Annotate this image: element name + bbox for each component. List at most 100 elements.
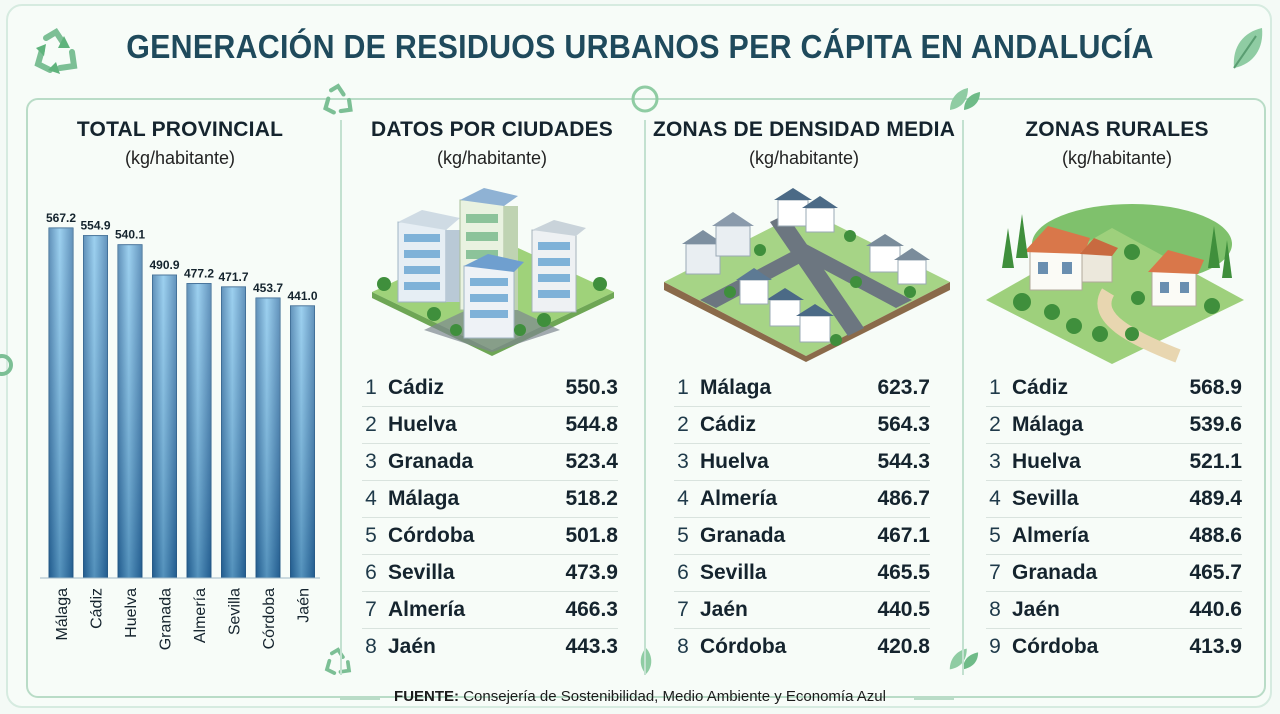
rural-houses-illustration <box>986 204 1244 364</box>
column-divider <box>340 120 342 675</box>
province-name: Sevilla <box>388 561 455 584</box>
leaf-icon <box>640 648 652 674</box>
province-name: Málaga <box>700 376 772 399</box>
value-kg: 518.2 <box>565 487 618 510</box>
value-kg: 550.3 <box>565 376 618 399</box>
cities-title: DATOS POR CIUDADES <box>370 118 613 141</box>
cities-row: 4 Málaga 518.2 <box>362 481 618 518</box>
bar-value-label: 471.7 <box>218 270 248 284</box>
value-kg: 501.8 <box>565 524 618 547</box>
provincial-title: TOTAL PROVINCIAL <box>76 118 284 141</box>
rural-title: ZONAS RURALES <box>1025 118 1209 141</box>
recycle-icon <box>34 27 78 74</box>
bar-shade <box>290 305 315 578</box>
province-name: Granada <box>700 524 786 547</box>
value-kg: 465.5 <box>877 561 930 584</box>
value-kg: 539.6 <box>1189 413 1242 436</box>
value-kg: 440.6 <box>1189 598 1242 621</box>
rank-number: 5 <box>677 524 689 547</box>
cities-row: 3 Granada 523.4 <box>362 444 618 481</box>
suburb-illustration <box>664 188 950 362</box>
value-kg: 564.3 <box>877 413 930 436</box>
column-divider <box>962 120 964 675</box>
cities-row: 6 Sevilla 473.9 <box>362 555 618 592</box>
category-tick-label: Almería <box>192 588 209 643</box>
category-tick-label: Córdoba <box>261 588 278 649</box>
rank-number: 3 <box>989 450 1001 473</box>
source-text: Consejería de Sostenibilidad, Medio Ambi… <box>463 688 886 705</box>
bar-shade <box>152 275 177 578</box>
rank-number: 7 <box>989 561 1001 584</box>
province-name: Jaén <box>1012 598 1060 621</box>
value-kg: 443.3 <box>565 635 618 658</box>
bar-shade <box>221 286 246 578</box>
value-kg: 489.4 <box>1189 487 1242 510</box>
rank-number: 1 <box>989 376 1001 399</box>
cities-heading: DATOS POR CIUDADES (kg/habitante) <box>350 118 634 169</box>
medium-density-row: 8 Córdoba 420.8 <box>674 629 930 665</box>
rural-unit: (kg/habitante) <box>1061 148 1173 168</box>
recycle-icon <box>631 85 659 113</box>
rank-number: 4 <box>365 487 377 510</box>
rank-number: 8 <box>989 598 1001 621</box>
leaf-icon <box>950 88 980 110</box>
rural-heading: ZONAS RURALES (kg/habitante) <box>972 118 1262 169</box>
column-divider <box>644 120 646 675</box>
content-frame <box>26 98 1266 698</box>
footer-divider <box>914 698 954 700</box>
province-name: Sevilla <box>700 561 767 584</box>
cities-row: 1 Cádiz 550.3 <box>362 370 618 407</box>
medium-density-row: 5 Granada 467.1 <box>674 518 930 555</box>
bar-value-label: 540.1 <box>115 228 145 242</box>
leaf-icon <box>1233 28 1263 69</box>
category-tick-label: Cádiz <box>89 588 106 629</box>
province-name: Sevilla <box>1012 487 1079 510</box>
cities-unit: (kg/habitante) <box>436 148 548 168</box>
medium-density-row: 2 Cádiz 564.3 <box>674 407 930 444</box>
rank-number: 6 <box>365 561 377 584</box>
bar-shade <box>118 244 142 578</box>
medium-density-row: 4 Almería 486.7 <box>674 481 930 518</box>
rank-number: 7 <box>677 598 689 621</box>
value-kg: 440.5 <box>877 598 930 621</box>
rural-ranking-list: 1 Cádiz 568.9 2 Málaga 539.6 3 Huelva 521.1 4 Sevi… <box>986 370 1242 665</box>
province-name: Cádiz <box>1012 376 1069 399</box>
rural-row: 2 Málaga 539.6 <box>986 407 1242 444</box>
rural-row: 5 Almería 488.6 <box>986 518 1242 555</box>
value-kg: 465.7 <box>1189 561 1242 584</box>
category-tick-label: Sevilla <box>227 588 244 635</box>
rank-number: 6 <box>677 561 689 584</box>
rank-number: 9 <box>989 635 1001 658</box>
rank-number: 8 <box>365 635 377 658</box>
province-name: Huelva <box>388 413 457 436</box>
value-kg: 544.8 <box>565 413 618 436</box>
value-kg: 420.8 <box>877 635 930 658</box>
province-name: Almería <box>1012 524 1090 547</box>
category-tick-label: Jaén <box>296 588 313 623</box>
rural-row: 1 Cádiz 568.9 <box>986 370 1242 407</box>
provincial-bar-chart: 567.2 Málaga 554.9 Cádiz 540.1 Huelva 490.9 Gra… <box>40 211 320 650</box>
province-name: Córdoba <box>388 524 475 547</box>
value-kg: 473.9 <box>565 561 618 584</box>
bar-value-label: 453.7 <box>253 281 283 295</box>
cities-row: 2 Huelva 544.8 <box>362 407 618 444</box>
cities-row: 7 Almería 466.3 <box>362 592 618 629</box>
value-kg: 486.7 <box>877 487 930 510</box>
value-kg: 623.7 <box>877 376 930 399</box>
rural-row: 8 Jaén 440.6 <box>986 592 1242 629</box>
rank-number: 4 <box>677 487 689 510</box>
medium-title: ZONAS DE DENSIDAD MEDIA <box>652 118 956 141</box>
medium-heading: ZONAS DE DENSIDAD MEDIA (kg/habitante) <box>652 118 956 169</box>
source-label: FUENTE: <box>394 688 460 705</box>
bar-value-label: 490.9 <box>149 258 179 272</box>
rural-row: 4 Sevilla 489.4 <box>986 481 1242 518</box>
medium-density-row: 7 Jaén 440.5 <box>674 592 930 629</box>
cities-row: 8 Jaén 443.3 <box>362 629 618 665</box>
value-kg: 466.3 <box>565 598 618 621</box>
rank-number: 5 <box>989 524 1001 547</box>
cities-ranking-list: 1 Cádiz 550.3 2 Huelva 544.8 3 Granada 523.4 4 Mál… <box>362 370 618 665</box>
category-tick-label: Granada <box>158 588 175 650</box>
province-name: Almería <box>700 487 778 510</box>
recycle-icon <box>323 83 353 115</box>
province-name: Cádiz <box>388 376 445 399</box>
